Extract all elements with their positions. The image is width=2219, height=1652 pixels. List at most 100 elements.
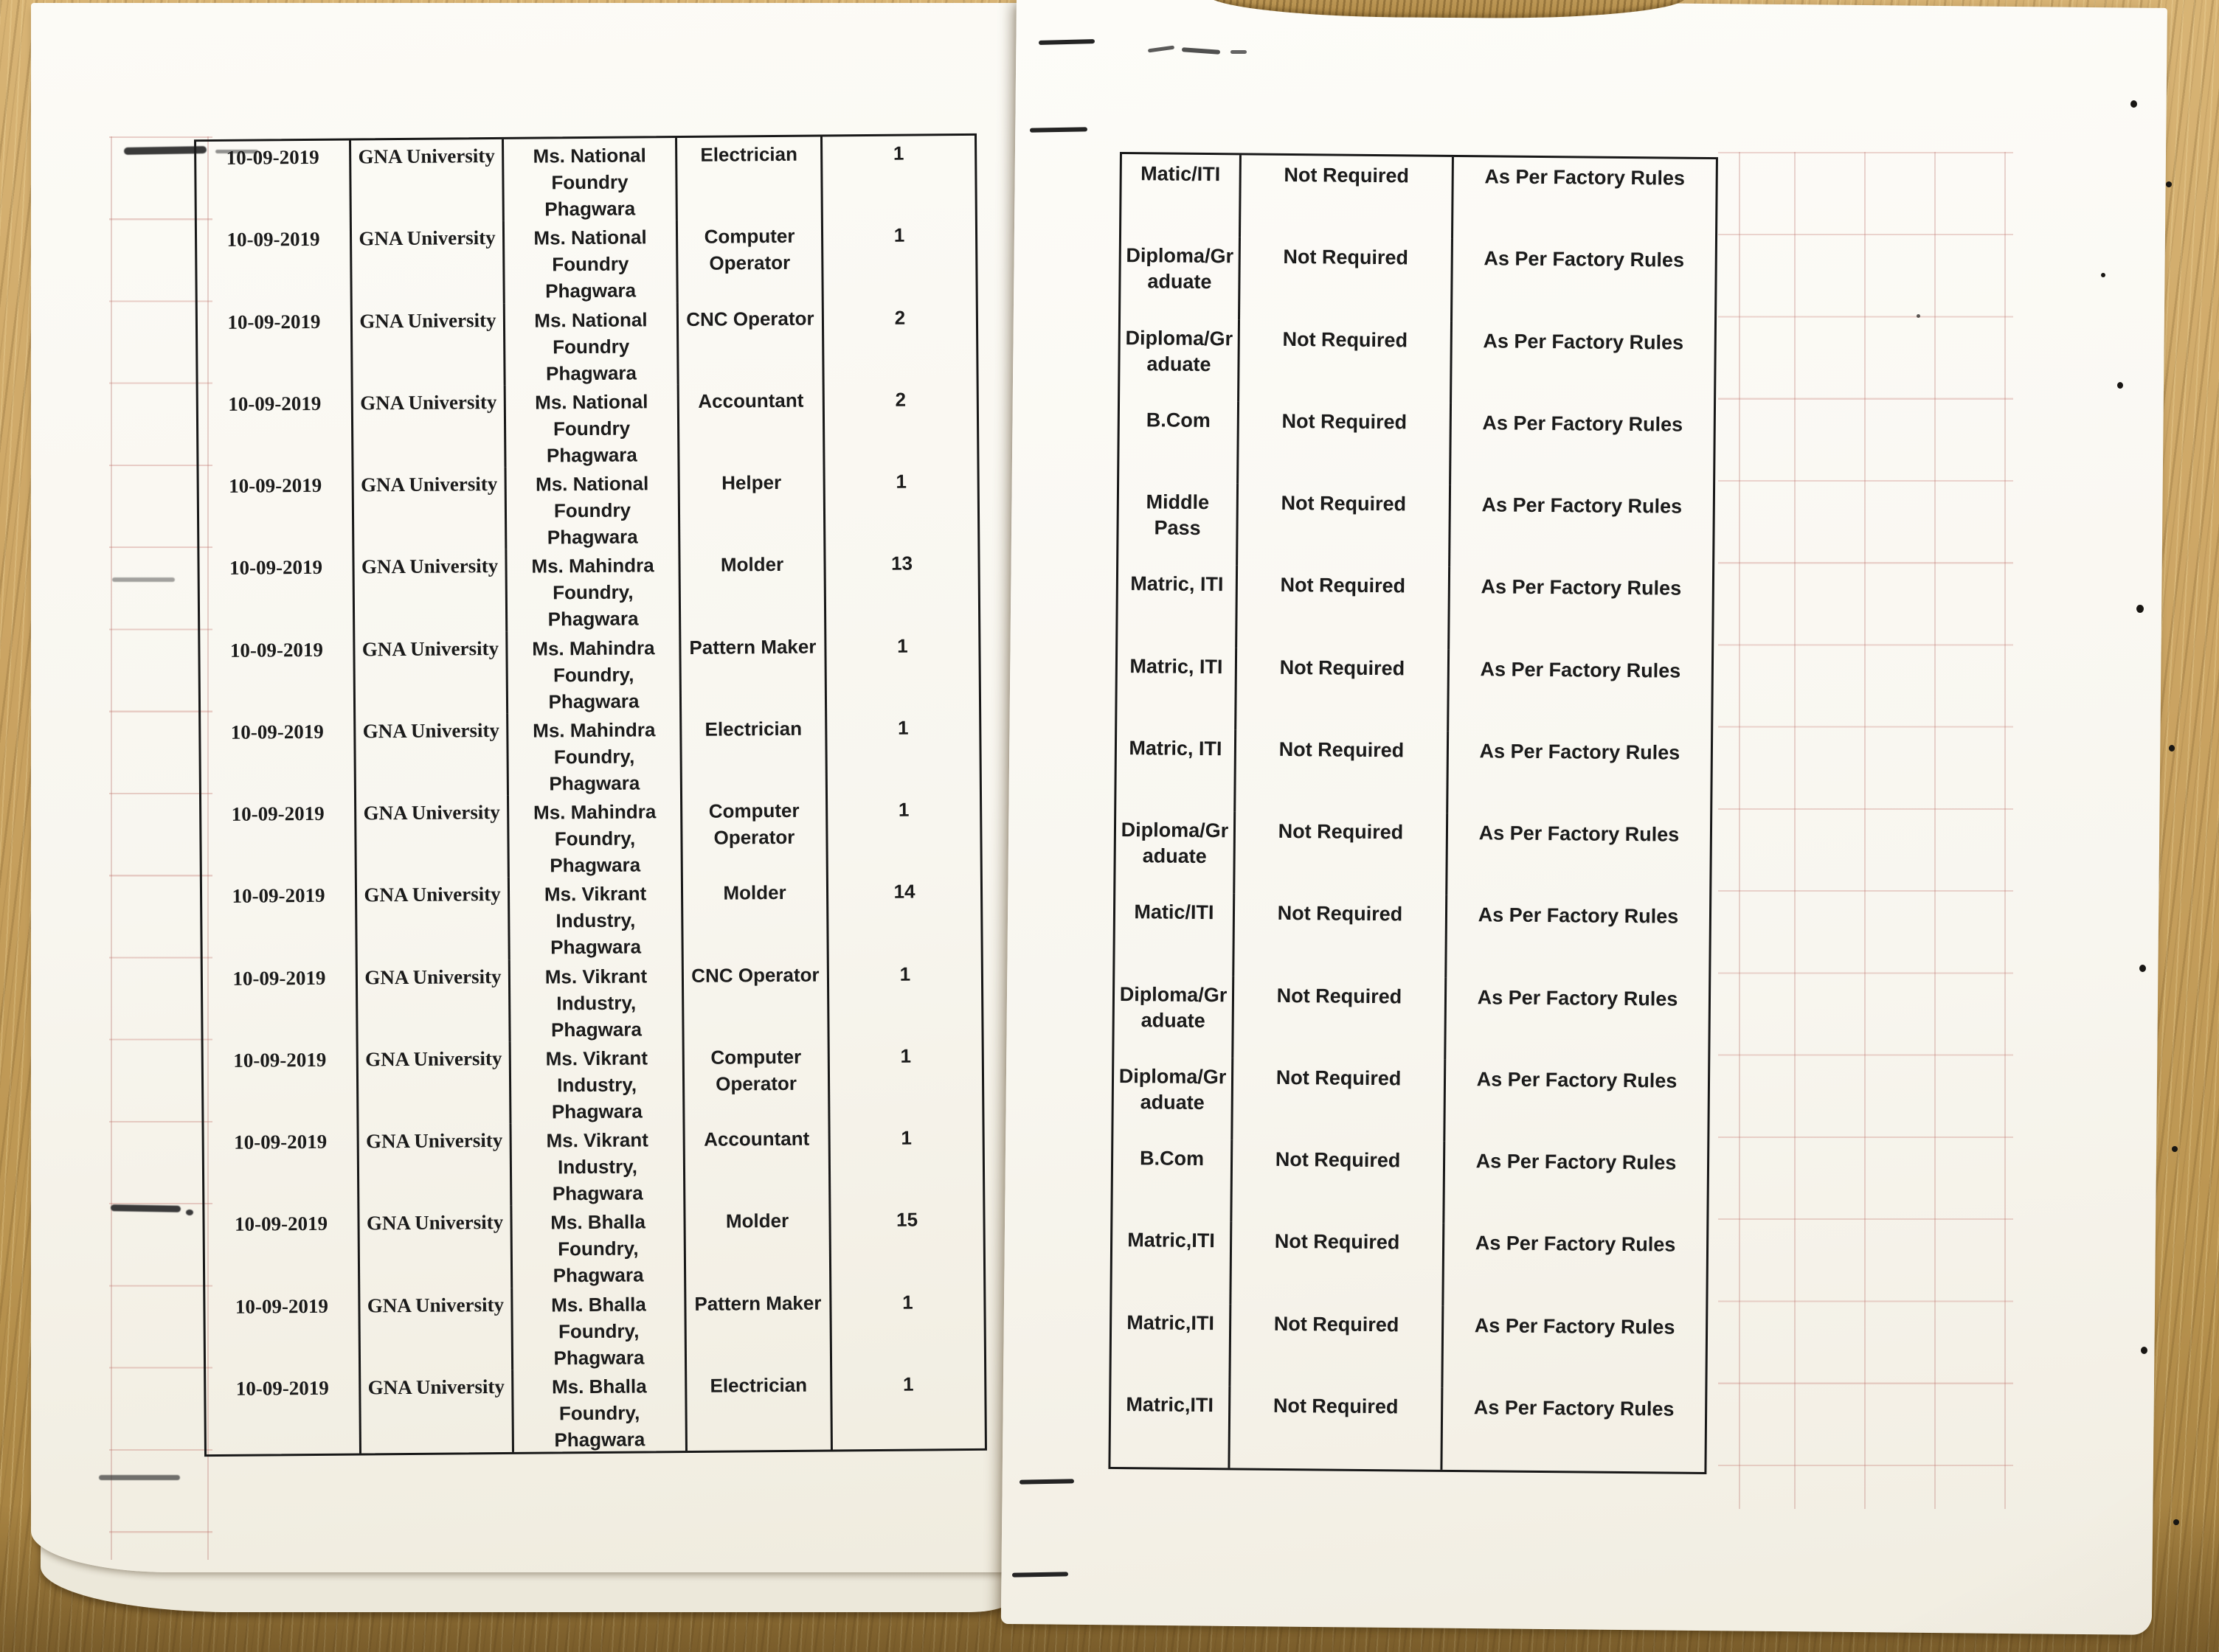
date-cell: 10-09-2019 xyxy=(201,715,357,799)
rules-cell: As Per Factory Rules xyxy=(1484,247,1685,271)
position-cell: Molder xyxy=(685,1203,832,1287)
requirement-cell: Not Required xyxy=(1234,893,1448,978)
requirement-cell: Not Required xyxy=(1230,1303,1444,1388)
qualification-cell: Matric,ITI xyxy=(1110,1384,1231,1468)
date-cell: 10-09-2019 xyxy=(199,550,356,634)
date-cell: 10-09-2019 xyxy=(200,633,356,716)
ledger-grid-right-margin xyxy=(1718,152,2013,1538)
count-cell: 1 xyxy=(896,470,907,493)
ink-speck xyxy=(2139,965,2146,972)
ink-speck xyxy=(2173,1519,2179,1525)
company-cell: Ms. Vikrant Industry, Phagwara xyxy=(510,958,685,1042)
rules-cell: As Per Factory Rules xyxy=(1482,412,1683,436)
left-page xyxy=(31,3,1062,1572)
company-cell: Ms. Bhalla Foundry, Phagwara xyxy=(513,1286,688,1370)
university-cell: GNA University xyxy=(354,549,508,634)
position-cell: Electrician xyxy=(682,711,828,795)
rules-cell: As Per Factory Rules xyxy=(1479,740,1680,764)
qualification-cell: Diploma/Gr aduate xyxy=(1121,236,1241,319)
university-cell: GNA University xyxy=(352,303,506,387)
rules-cell: As Per Factory Rules xyxy=(1481,575,1682,600)
position-cell: CNC Operator xyxy=(678,300,825,384)
position-cell: Molder xyxy=(682,875,829,959)
qualification-cell: B.Com xyxy=(1119,400,1240,484)
ink-speck xyxy=(2169,745,2175,752)
requirement-cell: Not Required xyxy=(1240,237,1453,322)
position-cell: Pattern Maker xyxy=(681,628,828,712)
date-cell: 10-09-2019 xyxy=(201,878,358,962)
ledger-vertical-line xyxy=(207,136,209,1560)
date-cell: 10-09-2019 xyxy=(198,468,355,552)
ink-speck xyxy=(2130,100,2137,108)
ledger-vertical-line xyxy=(1739,152,1740,1509)
company-cell: Ms. Mahindra Foundry, Phagwara xyxy=(508,712,682,796)
count-cell: 1 xyxy=(893,223,905,246)
ink-smudge xyxy=(112,577,175,582)
rules-cell: As Per Factory Rules xyxy=(1483,329,1684,354)
qualification-cell: Matic/ITI xyxy=(1121,154,1242,237)
rules-cell: As Per Factory Rules xyxy=(1480,657,1681,682)
ink-speck xyxy=(2141,1347,2147,1354)
position-cell: Accountant xyxy=(685,1121,831,1205)
date-cell: 10-09-2019 xyxy=(203,1043,359,1127)
count-cell: 1 xyxy=(897,716,909,739)
right-qualification-table: Matic/ITI Not Required As Per Factory Ru… xyxy=(1108,152,1718,1475)
qualification-cell: Diploma/Gr aduate xyxy=(1113,1056,1234,1140)
date-cell: 10-09-2019 xyxy=(196,140,352,224)
rules-cell: As Per Factory Rules xyxy=(1478,903,1679,928)
ink-smudge xyxy=(215,150,258,153)
qualification-cell: Diploma/Gr aduate xyxy=(1114,974,1235,1058)
requirement-cell: Not Required xyxy=(1237,565,1451,650)
company-cell: Ms. Vikrant Industry, Phagwara xyxy=(511,1122,686,1207)
ink-smudge xyxy=(99,1475,180,1480)
position-cell: CNC Operator xyxy=(683,957,830,1041)
ledger-vertical-line xyxy=(111,136,112,1560)
qualification-cell: Matric, ITI xyxy=(1118,564,1239,648)
count-cell: 1 xyxy=(897,634,908,657)
university-cell: GNA University xyxy=(353,385,507,469)
company-cell: Ms. Mahindra Foundry, Phagwara xyxy=(507,548,682,632)
university-cell: GNA University xyxy=(356,713,510,797)
company-cell: Ms. National Foundry Phagwara xyxy=(504,138,678,222)
position-cell: Accountant xyxy=(679,383,825,467)
company-cell: Ms. National Foundry Phagwara xyxy=(506,466,681,550)
qualification-cell: Matric,ITI xyxy=(1112,1221,1233,1304)
company-cell: Ms. Bhalla Foundry, Phagwara xyxy=(513,1368,688,1452)
company-cell: Ms. National Foundry Phagwara xyxy=(504,220,679,304)
university-cell: GNA University xyxy=(351,221,505,305)
date-cell: 10-09-2019 xyxy=(204,1207,361,1291)
university-cell: GNA University xyxy=(357,959,511,1044)
qualification-cell: B.Com xyxy=(1112,1138,1233,1222)
university-cell: GNA University xyxy=(359,1123,513,1207)
qualification-cell: Diploma/Gr aduate xyxy=(1115,810,1236,894)
ink-smudge xyxy=(110,1204,181,1212)
ledger-vertical-line xyxy=(2004,152,2006,1509)
count-cell: 1 xyxy=(901,1126,913,1149)
qualification-cell: Matric,ITI xyxy=(1111,1302,1232,1386)
ink-speck xyxy=(2166,181,2172,187)
company-cell: Ms. National Foundry Phagwara xyxy=(505,384,680,468)
requirement-cell: Not Required xyxy=(1238,483,1452,568)
university-cell: GNA University xyxy=(359,1206,513,1289)
university-cell: GNA University xyxy=(356,795,510,879)
ledger-grid-left-margin xyxy=(109,136,212,1560)
count-cell: 1 xyxy=(899,962,911,985)
university-cell: GNA University xyxy=(351,139,505,223)
count-cell: 1 xyxy=(902,1372,914,1395)
university-cell: GNA University xyxy=(353,467,508,551)
position-cell: Helper xyxy=(679,465,826,549)
requirement-cell: Not Required xyxy=(1231,1221,1445,1306)
count-cell: 1 xyxy=(893,142,904,164)
ink-scribble xyxy=(1230,50,1247,54)
date-cell: 10-09-2019 xyxy=(197,305,353,388)
rules-cell: As Per Factory Rules xyxy=(1477,985,1678,1010)
requirement-cell: Not Required xyxy=(1236,647,1450,732)
requirement-cell: Not Required xyxy=(1239,401,1453,485)
count-cell: 1 xyxy=(900,1044,912,1067)
university-cell: GNA University xyxy=(355,631,509,715)
company-cell: Ms. National Foundry Phagwara xyxy=(505,302,679,386)
university-cell: GNA University xyxy=(358,1041,512,1125)
date-cell: 10-09-2019 xyxy=(206,1371,361,1455)
qualification-cell: Matric, ITI xyxy=(1116,728,1237,812)
